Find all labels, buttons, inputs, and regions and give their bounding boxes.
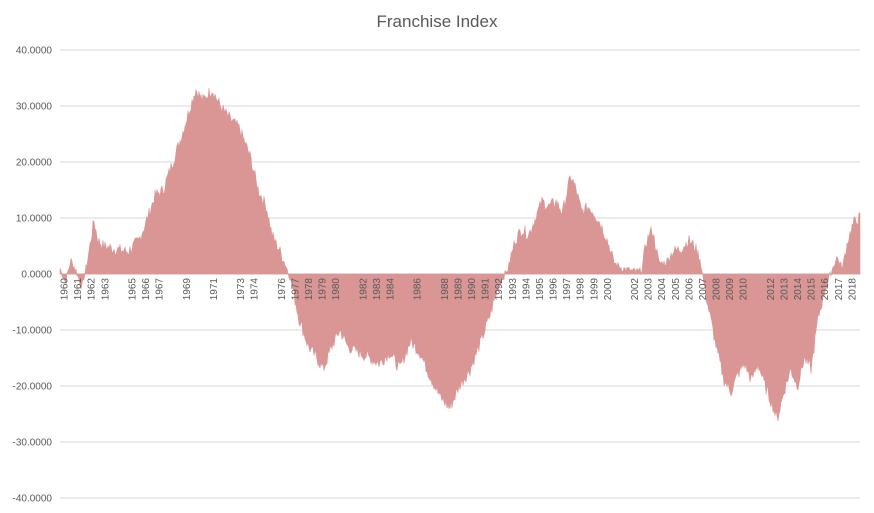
x-tick-label: 2006 — [684, 278, 695, 301]
x-tick-label: 2012 — [766, 278, 777, 301]
x-tick-label: 1973 — [236, 278, 247, 301]
x-tick-label: 1966 — [141, 278, 152, 301]
x-axis-tick-labels: 1960 1961 1962 1963 1965 1966 1967 1969 1971 1973… — [60, 278, 859, 301]
chart-title: Franchise Index — [377, 12, 498, 31]
x-tick-label: 1986 — [413, 278, 424, 301]
y-tick-label: -10.0000 — [13, 326, 53, 337]
x-tick-label: 2004 — [657, 278, 668, 301]
x-tick-label: 1983 — [372, 278, 383, 301]
x-tick-label: 1971 — [209, 278, 220, 301]
y-tick-label: 20.0000 — [16, 158, 53, 169]
x-tick-label: 1967 — [155, 278, 166, 301]
x-tick-label: 1999 — [589, 278, 600, 301]
x-tick-label: 1998 — [576, 278, 587, 301]
x-tick-label: 2000 — [603, 278, 614, 301]
x-tick-label: 1960 — [60, 278, 71, 301]
x-tick-label: 1989 — [453, 278, 464, 301]
y-tick-label: 30.0000 — [16, 102, 53, 113]
x-tick-label: 2007 — [698, 278, 709, 301]
x-tick-label: 1994 — [521, 278, 532, 301]
x-tick-label: 2018 — [847, 278, 858, 301]
x-tick-label: 2016 — [820, 278, 831, 301]
x-tick-label: 2008 — [712, 278, 723, 301]
x-tick-label: 1991 — [481, 278, 492, 301]
x-tick-label: 1997 — [562, 278, 573, 301]
franchise-index-area — [59, 88, 861, 422]
x-tick-label: 1978 — [304, 278, 315, 301]
y-tick-label: 10.0000 — [16, 214, 53, 225]
x-tick-label: 2010 — [739, 278, 750, 301]
x-tick-label: 1990 — [467, 278, 478, 301]
x-tick-label: 2014 — [793, 278, 804, 301]
y-tick-label: 0.0000 — [21, 270, 52, 281]
x-tick-label: 1969 — [182, 278, 193, 301]
x-tick-label: 1984 — [386, 278, 397, 301]
x-tick-label: 1963 — [100, 278, 111, 301]
x-tick-label: 2017 — [834, 278, 845, 301]
x-tick-label: 1974 — [250, 278, 261, 301]
y-axis-tick-labels: 40.0000 30.0000 20.0000 10.0000 0.0000 -10.00… — [13, 46, 53, 505]
x-tick-label: 1988 — [440, 278, 451, 301]
y-tick-label: -40.0000 — [13, 494, 53, 505]
y-tick-label: 40.0000 — [16, 46, 53, 57]
x-tick-label: 2013 — [779, 278, 790, 301]
x-tick-label: 1962 — [87, 278, 98, 301]
x-tick-label: 1977 — [290, 278, 301, 301]
x-tick-label: 1980 — [331, 278, 342, 301]
x-tick-label: 1965 — [127, 278, 138, 301]
x-tick-label: 1995 — [535, 278, 546, 301]
x-tick-label: 2003 — [644, 278, 655, 301]
x-tick-label: 1976 — [277, 278, 288, 301]
x-tick-label: 1961 — [73, 278, 84, 301]
x-tick-label: 2009 — [725, 278, 736, 301]
x-tick-label: 2015 — [807, 278, 818, 301]
x-tick-label: 1996 — [549, 278, 560, 301]
x-tick-label: 1979 — [318, 278, 329, 301]
y-tick-label: -30.0000 — [13, 438, 53, 449]
x-tick-label: 2005 — [671, 278, 682, 301]
x-tick-label: 1982 — [358, 278, 369, 301]
x-tick-label: 1992 — [494, 278, 505, 301]
y-tick-label: -20.0000 — [13, 382, 53, 393]
x-tick-label: 1993 — [508, 278, 519, 301]
area-series — [59, 88, 861, 422]
x-tick-label: 2002 — [630, 278, 641, 301]
